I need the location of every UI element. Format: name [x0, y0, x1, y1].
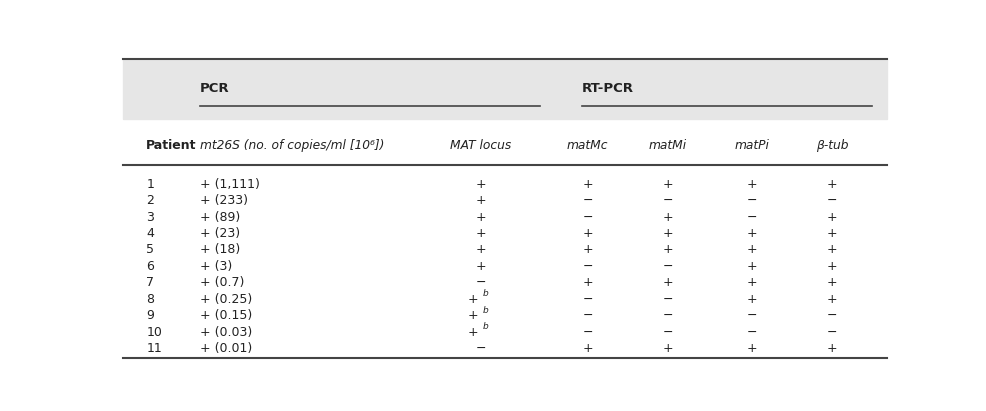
- Text: b: b: [482, 289, 488, 298]
- Text: 2: 2: [146, 194, 154, 207]
- Text: +: +: [746, 260, 757, 273]
- Text: −: −: [475, 342, 486, 355]
- Text: +: +: [467, 309, 478, 322]
- Text: Patient: Patient: [146, 139, 196, 152]
- Text: 3: 3: [146, 210, 154, 224]
- Text: −: −: [746, 309, 757, 322]
- Text: +: +: [746, 227, 757, 240]
- Text: −: −: [582, 309, 593, 322]
- Text: 6: 6: [146, 260, 154, 273]
- Text: +: +: [826, 210, 837, 224]
- Text: + (233): + (233): [199, 194, 247, 207]
- Text: +: +: [582, 276, 593, 289]
- Text: −: −: [475, 276, 486, 289]
- Text: −: −: [582, 194, 593, 207]
- Text: +: +: [467, 293, 478, 306]
- Text: +: +: [746, 293, 757, 306]
- Text: +: +: [826, 243, 837, 256]
- Text: −: −: [663, 293, 673, 306]
- Text: +: +: [663, 276, 673, 289]
- Text: matPi: matPi: [735, 139, 769, 152]
- Text: matMi: matMi: [649, 139, 687, 152]
- Text: + (0.25): + (0.25): [199, 293, 251, 306]
- Text: + (0.01): + (0.01): [199, 342, 251, 355]
- Text: −: −: [746, 326, 757, 339]
- Text: −: −: [663, 194, 673, 207]
- Text: b: b: [482, 306, 488, 314]
- Text: +: +: [826, 260, 837, 273]
- Text: + (0.03): + (0.03): [199, 326, 251, 339]
- Text: +: +: [582, 243, 593, 256]
- Text: +: +: [582, 227, 593, 240]
- Text: 4: 4: [146, 227, 154, 240]
- Text: −: −: [746, 194, 757, 207]
- Text: −: −: [826, 194, 837, 207]
- Text: +: +: [826, 293, 837, 306]
- Text: +: +: [475, 227, 486, 240]
- Text: +: +: [475, 243, 486, 256]
- Text: +: +: [475, 260, 486, 273]
- Text: mt26S (no. of copies/ml [10⁶]): mt26S (no. of copies/ml [10⁶]): [199, 139, 384, 152]
- Text: + (18): + (18): [199, 243, 240, 256]
- Text: + (0.7): + (0.7): [199, 276, 245, 289]
- Text: −: −: [582, 326, 593, 339]
- Text: + (3): + (3): [199, 260, 232, 273]
- Text: +: +: [582, 178, 593, 191]
- Text: b: b: [482, 322, 488, 331]
- Text: +: +: [826, 342, 837, 355]
- Text: −: −: [663, 326, 673, 339]
- Text: −: −: [663, 309, 673, 322]
- Text: MAT locus: MAT locus: [450, 139, 511, 152]
- Text: +: +: [475, 210, 486, 224]
- Text: +: +: [826, 227, 837, 240]
- Text: +: +: [746, 342, 757, 355]
- Text: +: +: [826, 276, 837, 289]
- Text: −: −: [663, 260, 673, 273]
- Text: 8: 8: [146, 293, 154, 306]
- Text: +: +: [826, 178, 837, 191]
- Text: β-tub: β-tub: [815, 139, 848, 152]
- Text: matMc: matMc: [567, 139, 608, 152]
- Text: 5: 5: [146, 243, 154, 256]
- Text: + (1,111): + (1,111): [199, 178, 259, 191]
- Text: + (23): + (23): [199, 227, 240, 240]
- Text: +: +: [467, 326, 478, 339]
- Text: +: +: [663, 178, 673, 191]
- Text: 9: 9: [146, 309, 154, 322]
- Text: 11: 11: [146, 342, 162, 355]
- Text: +: +: [746, 243, 757, 256]
- Text: +: +: [663, 342, 673, 355]
- Text: 10: 10: [146, 326, 162, 339]
- Text: PCR: PCR: [199, 82, 230, 95]
- Text: +: +: [663, 243, 673, 256]
- Text: +: +: [475, 178, 486, 191]
- Text: −: −: [582, 210, 593, 224]
- Text: +: +: [475, 194, 486, 207]
- Bar: [123, 59, 887, 119]
- Text: +: +: [582, 342, 593, 355]
- Text: −: −: [746, 210, 757, 224]
- Text: +: +: [746, 178, 757, 191]
- Text: +: +: [663, 227, 673, 240]
- Text: + (89): + (89): [199, 210, 240, 224]
- Text: −: −: [582, 260, 593, 273]
- Text: −: −: [826, 326, 837, 339]
- Text: RT-PCR: RT-PCR: [582, 82, 634, 95]
- Text: −: −: [582, 293, 593, 306]
- Text: 7: 7: [146, 276, 154, 289]
- Text: −: −: [826, 309, 837, 322]
- Text: + (0.15): + (0.15): [199, 309, 251, 322]
- Text: +: +: [746, 276, 757, 289]
- Text: +: +: [663, 210, 673, 224]
- Text: 1: 1: [146, 178, 154, 191]
